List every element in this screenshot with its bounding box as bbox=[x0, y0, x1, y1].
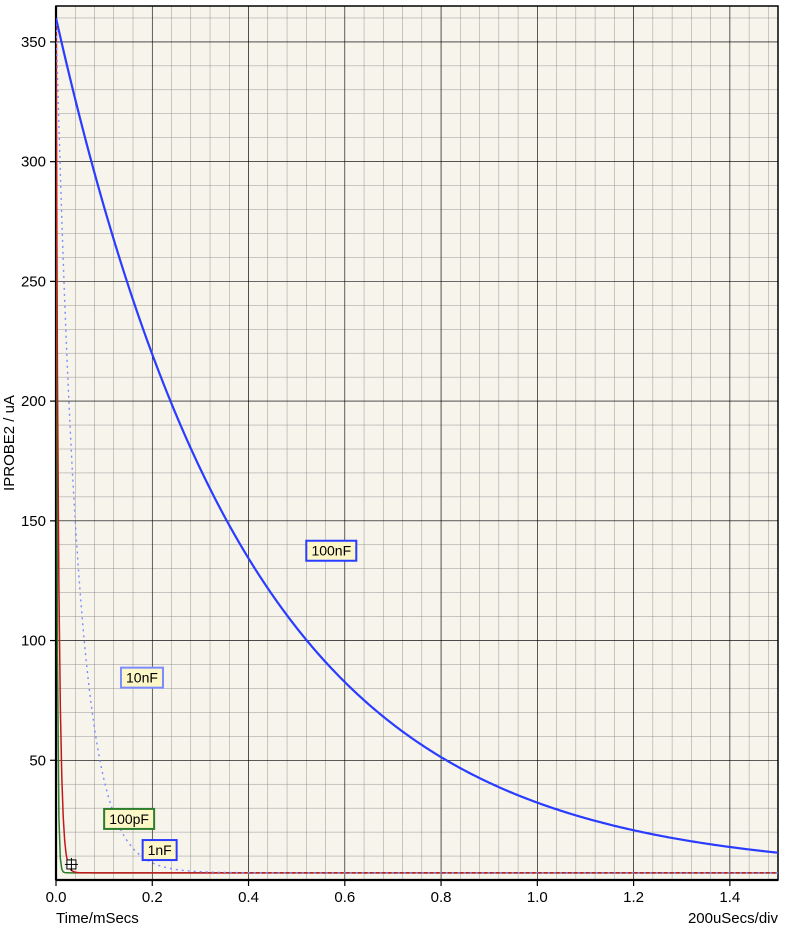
x-tick-label: 1.2 bbox=[623, 889, 644, 906]
cursor-marker[interactable] bbox=[65, 858, 78, 871]
x-axis-label-right: 200uSecs/div bbox=[688, 910, 779, 927]
y-axis-label: IPROBE2 / uA bbox=[1, 395, 18, 491]
y-tick-label: 300 bbox=[21, 154, 46, 171]
svg-text:100nF: 100nF bbox=[311, 543, 351, 559]
x-tick-label: 0.6 bbox=[334, 889, 355, 906]
svg-text:1nF: 1nF bbox=[148, 842, 172, 858]
curve-label-10nF[interactable]: 10nF bbox=[121, 668, 163, 688]
y-tick-label: 100 bbox=[21, 633, 46, 650]
x-tick-label: 1.4 bbox=[719, 889, 740, 906]
chart-container: 0.0 0.2 0.4 0.6 0.8 1.0 1.2 1.4 50 100 150 200 250 30… bbox=[0, 0, 786, 931]
x-tick-label: 1.0 bbox=[527, 889, 548, 906]
curve-label-100nF[interactable]: 100nF bbox=[306, 541, 356, 561]
y-tick-label: 200 bbox=[21, 393, 46, 410]
y-tick-label: 250 bbox=[21, 273, 46, 290]
chart-svg: 0.0 0.2 0.4 0.6 0.8 1.0 1.2 1.4 50 100 150 200 250 30… bbox=[0, 0, 786, 931]
svg-text:100pF: 100pF bbox=[109, 811, 149, 827]
y-tick-label: 350 bbox=[21, 34, 46, 51]
curve-label-100pF[interactable]: 100pF bbox=[104, 809, 154, 829]
x-tick-label: 0.4 bbox=[238, 889, 259, 906]
y-tick-label: 150 bbox=[21, 513, 46, 530]
x-tick-label: 0.2 bbox=[142, 889, 163, 906]
y-tick-label: 50 bbox=[29, 752, 46, 769]
x-axis-label-left: Time/mSecs bbox=[56, 910, 139, 927]
x-tick-label: 0.0 bbox=[46, 889, 67, 906]
svg-text:10nF: 10nF bbox=[126, 670, 158, 686]
x-tick-label: 0.8 bbox=[431, 889, 452, 906]
curve-label-1nF[interactable]: 1nF bbox=[143, 840, 177, 860]
